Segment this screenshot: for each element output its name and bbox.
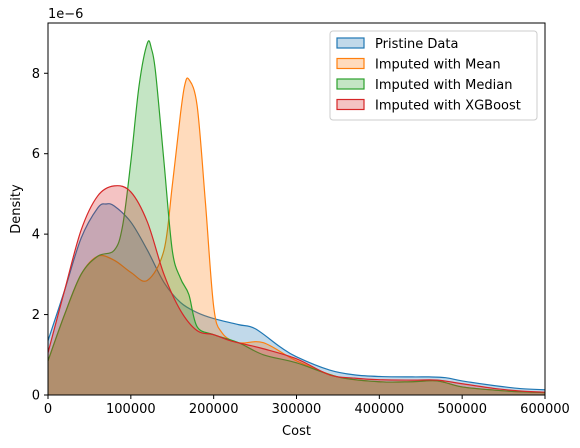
series-imputed-with-xgboost [48, 185, 545, 395]
y-tick-label: 0 [32, 389, 40, 404]
legend-swatch [336, 57, 365, 70]
x-tick-label: 400000 [355, 402, 405, 417]
series-line-pristine-data [48, 203, 545, 391]
legend: Pristine Data Imputed with Mean Imputed wi… [329, 30, 538, 121]
x-tick-label: 500000 [437, 402, 487, 417]
x-tick-label: 100000 [106, 402, 156, 417]
x-axis-label: Cost [282, 424, 311, 439]
series-imputed-with-median [48, 40, 545, 395]
y-axis: 0 2 4 6 8 [32, 67, 48, 404]
legend-label: Imputed with XGBoost [375, 99, 521, 114]
series-area-imputed-with-xgboost [48, 185, 545, 395]
legend-swatch [336, 37, 365, 49]
series-line-imputed-with-median [48, 40, 545, 394]
y-tick-label: 2 [32, 308, 40, 323]
legend-item-imputed-with-xgboost: Imputed with XGBoost [336, 98, 521, 114]
legend-swatch [336, 78, 365, 90]
y-offset-label: 1e−6 [48, 7, 83, 22]
legend-label: Imputed with Median [375, 78, 512, 93]
y-tick-label: 4 [32, 228, 40, 243]
legend-frame [329, 30, 538, 121]
series-area-imputed-with-median [48, 40, 545, 395]
x-tick-label: 200000 [189, 402, 239, 417]
y-tick-label: 6 [32, 147, 40, 162]
y-axis-label: Density [9, 184, 24, 234]
x-axis: 0 100000 200000 300000 400000 500000 600000 [44, 395, 570, 417]
legend-item-pristine-data: Pristine Data [336, 37, 458, 52]
density-areas [48, 40, 545, 395]
legend-label: Imputed with Mean [375, 58, 501, 73]
legend-label: Pristine Data [375, 37, 458, 52]
series-area-pristine-data [48, 203, 545, 395]
x-tick-label: 600000 [520, 402, 570, 417]
legend-item-imputed-with-median: Imputed with Median [336, 78, 512, 93]
series-line-imputed-with-xgboost [48, 185, 545, 393]
series-pristine-data [48, 203, 545, 395]
x-tick-label: 300000 [272, 402, 322, 417]
series-area-imputed-with-mean [48, 78, 545, 395]
x-tick-label: 0 [44, 402, 52, 417]
legend-item-imputed-with-mean: Imputed with Mean [336, 57, 501, 73]
y-tick-label: 8 [32, 67, 40, 82]
legend-swatch [336, 98, 365, 111]
